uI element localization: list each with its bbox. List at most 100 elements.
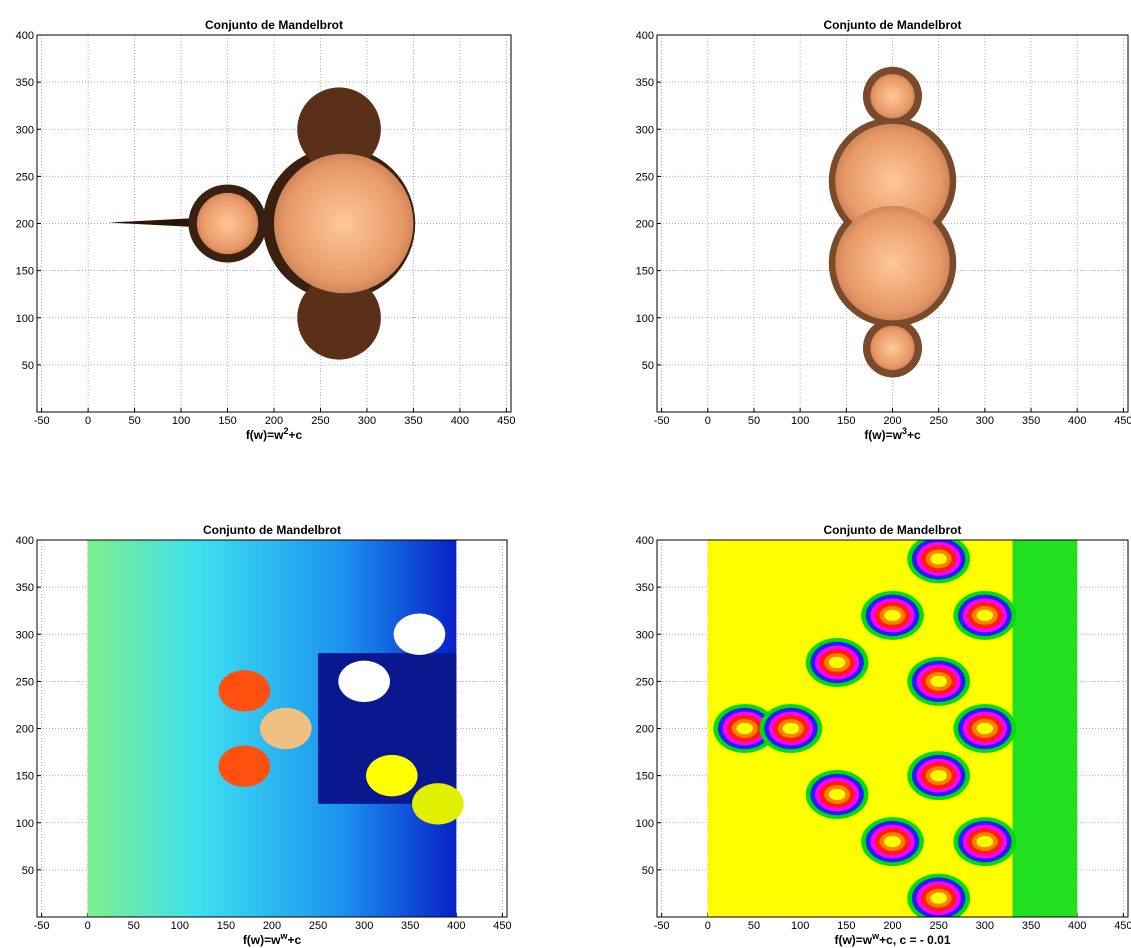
fractal-shape xyxy=(884,836,901,847)
y-tick-label: 100 xyxy=(636,818,654,830)
x-tick-label: 400 xyxy=(451,415,469,427)
fractal-shape xyxy=(930,553,947,564)
x-tick-label: 450 xyxy=(497,415,515,427)
x-tick-label: 400 xyxy=(1068,415,1086,427)
fractal-shape xyxy=(977,610,994,621)
y-tick-label: 100 xyxy=(16,313,34,325)
y-tick-label: 200 xyxy=(636,724,654,736)
x-tick-label: 150 xyxy=(837,920,855,932)
chart-title: Conjunto de Mandelbrot xyxy=(824,18,962,32)
figure: -50 0 50 100 150 200 250 300 350 400 450 50 100 150 20… xyxy=(0,0,1131,948)
y-tick-label: 250 xyxy=(636,171,654,183)
y-tick-label: 250 xyxy=(16,171,34,183)
x-axis-label: f(w)=ww+c xyxy=(243,931,302,947)
x-tick-label: 300 xyxy=(355,920,373,932)
x-label-base: f(w)=w xyxy=(246,428,284,442)
y-tick-label: 300 xyxy=(636,629,654,641)
x-tick-label: 250 xyxy=(929,920,947,932)
y-tick-label: 50 xyxy=(22,360,34,372)
x-label-base: f(w)=w xyxy=(864,428,902,442)
fractal-shape xyxy=(197,193,258,254)
fractal-shape xyxy=(736,723,753,734)
x-label-rest: +c xyxy=(289,428,303,442)
chart-title: Conjunto de Mandelbrot xyxy=(205,18,343,32)
y-tick-label: 350 xyxy=(16,77,34,89)
panel: -50 0 50 100 150 200 250 300 350 400 450 50 100 150 20… xyxy=(16,18,516,442)
x-label-rest: +c xyxy=(288,933,302,947)
x-tick-label: 200 xyxy=(265,415,283,427)
y-tick-label: 200 xyxy=(16,724,34,736)
y-tick-label: 300 xyxy=(16,124,34,136)
x-axis-label: f(w)=w3+c xyxy=(864,426,921,442)
y-tick-label: 250 xyxy=(16,676,34,688)
x-tick-label: 150 xyxy=(217,920,235,932)
x-tick-label: 100 xyxy=(171,920,189,932)
fractal-shape xyxy=(835,206,950,321)
panel: -500501001502002503003504004505010015020… xyxy=(16,523,512,947)
x-tick-label: 200 xyxy=(263,920,281,932)
x-axis-label: f(w)=w2+c xyxy=(246,426,303,442)
x-tick-label: 300 xyxy=(976,415,994,427)
x-tick-label: 250 xyxy=(929,415,947,427)
x-tick-label: -50 xyxy=(654,920,670,932)
x-tick-label: 50 xyxy=(128,920,140,932)
x-tick-label: 400 xyxy=(1068,920,1086,932)
x-tick-label: 250 xyxy=(311,415,329,427)
x-tick-label: 50 xyxy=(128,415,140,427)
fractal-image xyxy=(109,87,416,359)
x-tick-label: 150 xyxy=(837,415,855,427)
fractal-shape xyxy=(930,892,947,903)
y-tick-label: 200 xyxy=(636,219,654,231)
y-tick-label: 50 xyxy=(642,360,654,372)
fractal-shape xyxy=(338,661,390,702)
fractal-shape xyxy=(109,218,200,227)
fractal-shape xyxy=(219,670,271,711)
fractal-shape xyxy=(274,154,413,293)
y-tick-label: 350 xyxy=(636,582,654,594)
x-tick-label: 100 xyxy=(791,920,809,932)
y-tick-label: 250 xyxy=(636,676,654,688)
x-tick-label: 100 xyxy=(791,415,809,427)
x-tick-label: 0 xyxy=(85,415,91,427)
chart-title: Conjunto de Mandelbrot xyxy=(824,523,962,537)
chart-title: Conjunto de Mandelbrot xyxy=(203,523,341,537)
x-tick-label: 0 xyxy=(705,415,711,427)
y-tick-label: 350 xyxy=(16,582,34,594)
x-tick-label: -50 xyxy=(34,415,50,427)
fractal-image xyxy=(708,534,1077,922)
x-tick-label: 100 xyxy=(172,415,190,427)
fractal-shape xyxy=(884,610,901,621)
x-tick-label: -50 xyxy=(34,920,50,932)
y-tick-label: 100 xyxy=(636,313,654,325)
y-tick-label: 200 xyxy=(16,219,34,231)
x-tick-label: 0 xyxy=(85,920,91,932)
x-tick-label: 50 xyxy=(748,415,760,427)
x-label-rest: +c, c = - 0.01 xyxy=(879,933,951,947)
fractal-shape xyxy=(394,614,446,655)
y-tick-label: 50 xyxy=(22,865,34,877)
y-tick-label: 150 xyxy=(16,771,34,783)
fractal-shape xyxy=(930,770,947,781)
fractal-shape xyxy=(977,723,994,734)
x-tick-label: -50 xyxy=(654,415,670,427)
y-tick-label: 400 xyxy=(16,30,34,42)
y-tick-label: 400 xyxy=(16,535,34,547)
y-tick-label: 350 xyxy=(636,77,654,89)
fractal-shape xyxy=(219,745,271,786)
y-tick-label: 300 xyxy=(16,629,34,641)
x-tick-label: 350 xyxy=(1022,920,1040,932)
fractal-shape xyxy=(1013,540,1078,917)
x-tick-label: 50 xyxy=(748,920,760,932)
y-tick-label: 150 xyxy=(636,771,654,783)
x-tick-label: 450 xyxy=(1114,415,1131,427)
x-tick-label: 150 xyxy=(218,415,236,427)
x-axis-label: f(w)=ww+c, c = - 0.01 xyxy=(834,931,950,947)
fractal-shape xyxy=(366,755,418,796)
y-tick-label: 150 xyxy=(636,266,654,278)
fractal-image xyxy=(829,67,956,378)
fractal-shape xyxy=(783,723,800,734)
fractal-shape xyxy=(412,783,464,824)
y-tick-label: 150 xyxy=(16,266,34,278)
